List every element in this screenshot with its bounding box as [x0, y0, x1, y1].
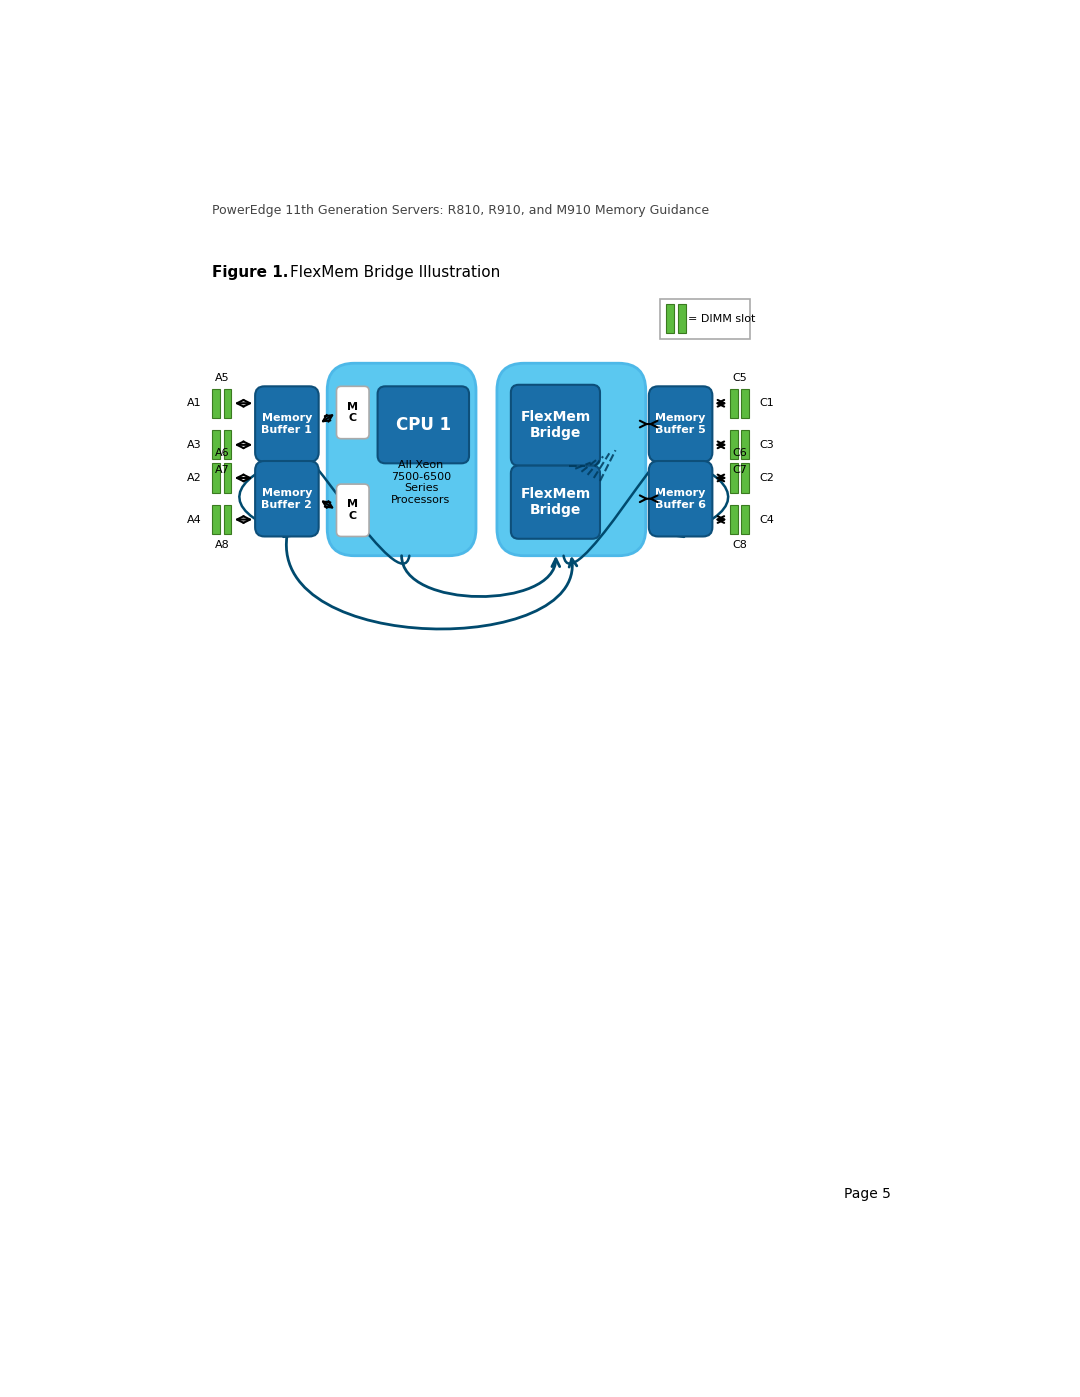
Text: Memory
Buffer 6: Memory Buffer 6 — [656, 488, 706, 510]
FancyArrowPatch shape — [675, 462, 728, 536]
Text: Memory
Buffer 5: Memory Buffer 5 — [656, 414, 706, 434]
Bar — [212, 430, 220, 460]
Text: M
C: M C — [348, 402, 359, 423]
Text: All Xeon
7500-6500
Series
Processors: All Xeon 7500-6500 Series Processors — [391, 460, 451, 504]
Bar — [212, 388, 220, 418]
Bar — [212, 504, 220, 534]
Bar — [742, 504, 750, 534]
FancyBboxPatch shape — [337, 387, 369, 439]
Text: C1: C1 — [759, 398, 774, 408]
Text: C3: C3 — [759, 440, 774, 450]
FancyBboxPatch shape — [255, 461, 319, 536]
FancyBboxPatch shape — [337, 485, 369, 536]
Text: A7: A7 — [215, 465, 229, 475]
Bar — [730, 504, 738, 534]
Text: C7: C7 — [732, 465, 747, 475]
FancyBboxPatch shape — [327, 363, 476, 556]
Text: = DIMM slot: = DIMM slot — [688, 313, 755, 324]
Text: C6: C6 — [732, 448, 747, 458]
FancyArrowPatch shape — [564, 447, 672, 563]
Text: FlexMem Bridge Illustration: FlexMem Bridge Illustration — [291, 265, 500, 281]
Bar — [742, 388, 750, 418]
FancyBboxPatch shape — [511, 384, 600, 465]
Text: FlexMem
Bridge: FlexMem Bridge — [521, 488, 591, 517]
Bar — [224, 464, 231, 493]
FancyBboxPatch shape — [649, 461, 713, 536]
Bar — [678, 305, 686, 334]
Bar — [730, 464, 738, 493]
Bar — [666, 305, 674, 334]
Text: Memory
Buffer 1: Memory Buffer 1 — [261, 414, 312, 434]
Bar — [224, 430, 231, 460]
FancyArrowPatch shape — [240, 462, 292, 536]
Text: A8: A8 — [215, 539, 229, 549]
FancyBboxPatch shape — [378, 387, 469, 464]
Text: A3: A3 — [187, 440, 202, 450]
Text: C8: C8 — [732, 539, 747, 549]
Text: A6: A6 — [215, 448, 229, 458]
Text: Page 5: Page 5 — [843, 1187, 891, 1201]
FancyArrowPatch shape — [286, 536, 577, 629]
Text: CPU 1: CPU 1 — [395, 416, 450, 434]
Text: A4: A4 — [187, 514, 202, 524]
Bar — [730, 388, 738, 418]
Text: A2: A2 — [187, 474, 202, 483]
FancyBboxPatch shape — [511, 465, 600, 539]
FancyBboxPatch shape — [255, 387, 319, 462]
Bar — [224, 504, 231, 534]
Bar — [224, 388, 231, 418]
FancyBboxPatch shape — [497, 363, 646, 556]
Bar — [730, 430, 738, 460]
Text: C2: C2 — [759, 474, 774, 483]
FancyArrowPatch shape — [402, 556, 559, 597]
Text: A1: A1 — [187, 398, 202, 408]
FancyArrowPatch shape — [296, 447, 409, 563]
Text: PowerEdge 11th Generation Servers: R810, R910, and M910 Memory Guidance: PowerEdge 11th Generation Servers: R810,… — [213, 204, 710, 217]
Text: M
C: M C — [348, 500, 359, 521]
FancyBboxPatch shape — [649, 387, 713, 462]
Text: C4: C4 — [759, 514, 774, 524]
Text: Figure 1.: Figure 1. — [213, 265, 288, 281]
Text: FlexMem
Bridge: FlexMem Bridge — [521, 411, 591, 440]
Bar — [212, 464, 220, 493]
Text: A5: A5 — [215, 373, 229, 383]
Bar — [661, 299, 750, 338]
Text: C5: C5 — [732, 373, 747, 383]
Text: Memory
Buffer 2: Memory Buffer 2 — [261, 488, 312, 510]
Bar — [742, 464, 750, 493]
Bar — [742, 430, 750, 460]
